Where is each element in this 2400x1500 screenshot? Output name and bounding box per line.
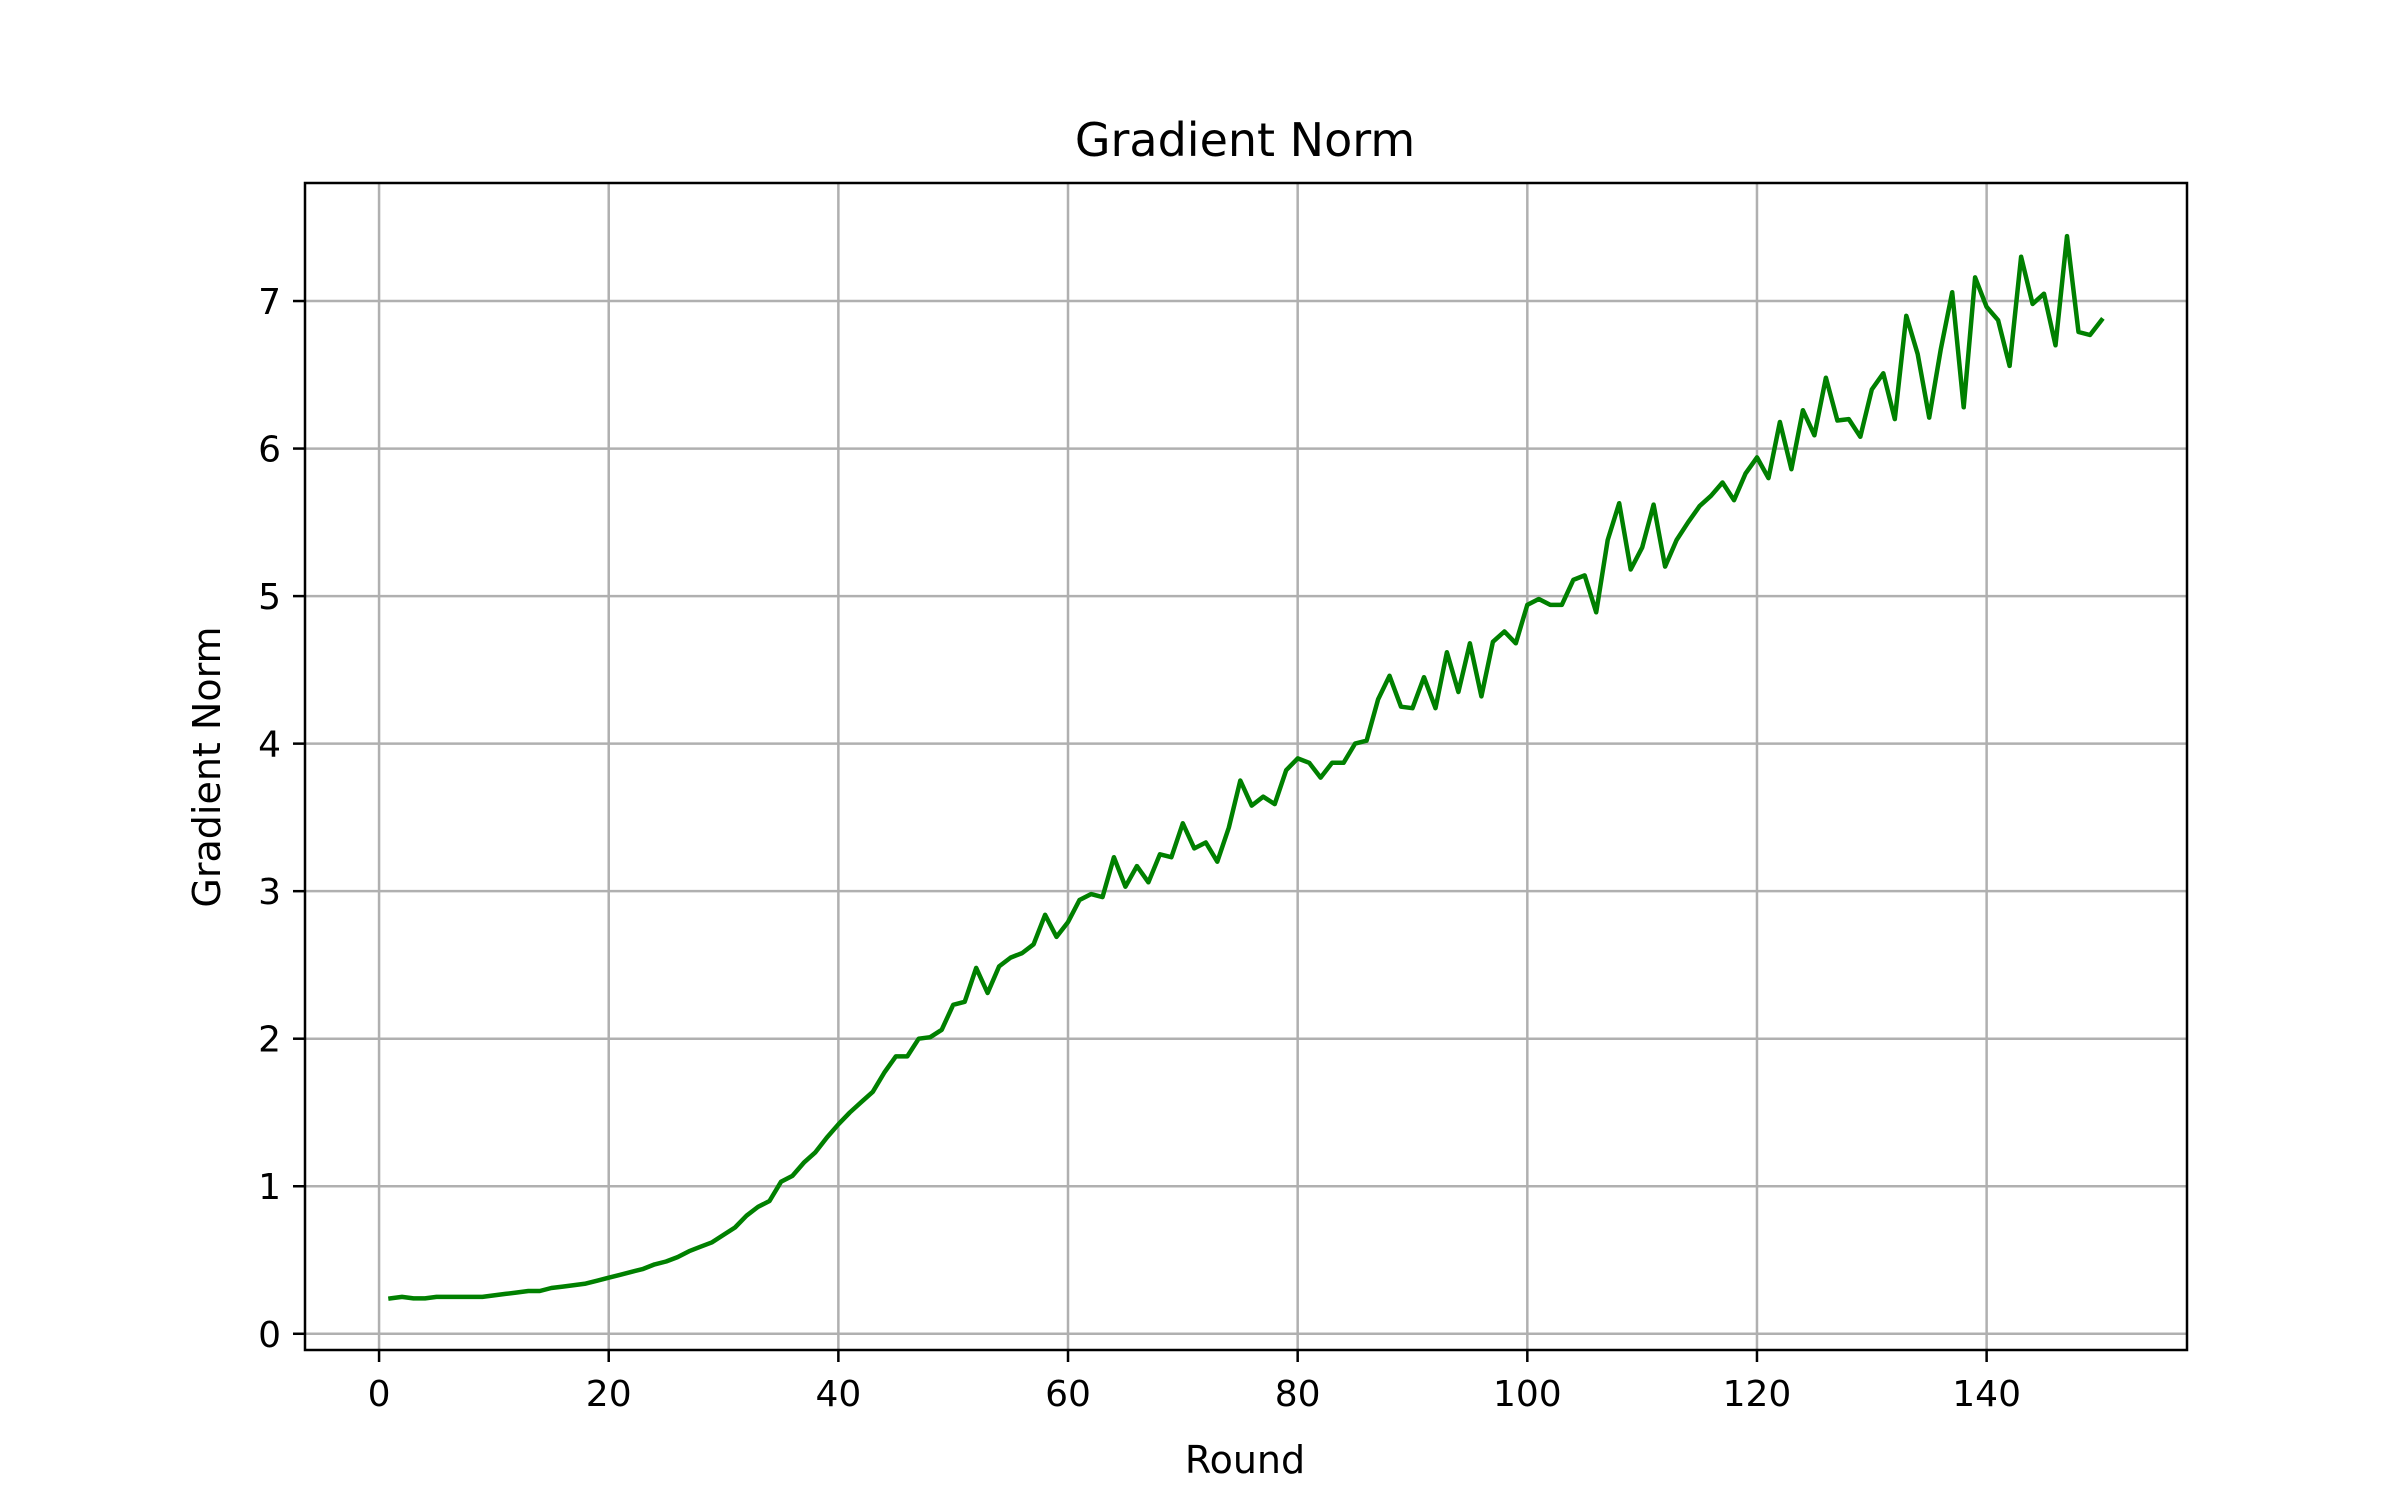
y-tick-label: 7 <box>258 282 281 323</box>
y-tick-label: 1 <box>258 1167 281 1208</box>
chart-title: Gradient Norm <box>1075 113 1415 167</box>
gradient-norm-line <box>387 233 2105 1301</box>
y-tick-label: 2 <box>258 1020 281 1061</box>
x-tick-label: 120 <box>1723 1374 1792 1415</box>
x-tick-label: 0 <box>368 1374 391 1415</box>
y-tick-label: 3 <box>258 872 281 913</box>
x-tick-label: 20 <box>586 1374 632 1415</box>
x-tick-label: 40 <box>815 1374 861 1415</box>
grid <box>305 183 2187 1350</box>
x-tick-label: 100 <box>1493 1374 1562 1415</box>
x-tick-label: 80 <box>1275 1374 1321 1415</box>
y-tick-label: 4 <box>258 725 281 766</box>
x-axis-label: Round <box>1185 1438 1305 1482</box>
series-layer <box>387 233 2105 1301</box>
x-tick-label: 60 <box>1045 1374 1091 1415</box>
y-tick-label: 0 <box>258 1315 281 1356</box>
y-axis-label: Gradient Norm <box>185 626 229 907</box>
x-tick-label: 140 <box>1952 1374 2021 1415</box>
y-tick-label: 6 <box>258 430 281 471</box>
plot-area-frame <box>303 181 2189 1352</box>
y-tick-label: 5 <box>258 577 281 618</box>
axis-ticks: 0 20 40 60 80 100 120 140 0 1 2 3 4 5 6 7 <box>258 282 2021 1415</box>
